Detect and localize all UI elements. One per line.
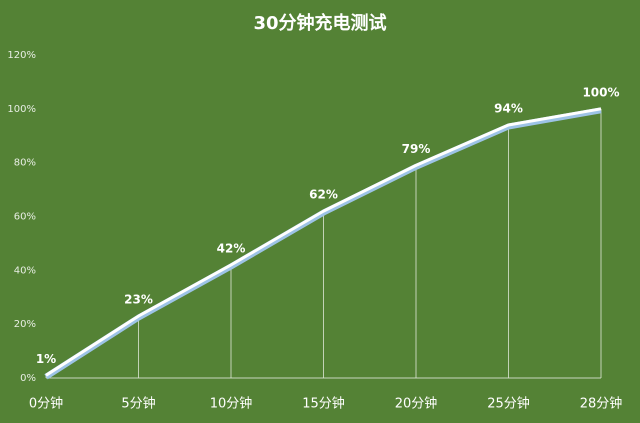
- value-label: 79%: [402, 142, 431, 156]
- value-label: 42%: [217, 241, 246, 255]
- y-tick-label: 120%: [7, 50, 36, 61]
- x-tick-label: 5分钟: [121, 396, 155, 412]
- y-tick-label: 80%: [14, 158, 36, 169]
- y-tick-label: 60%: [14, 212, 36, 223]
- y-tick-label: 40%: [14, 265, 36, 276]
- x-tick-label: 10分钟: [210, 396, 253, 412]
- value-label: 100%: [582, 85, 619, 99]
- value-label: 23%: [124, 293, 153, 307]
- x-tick-label: 28分钟: [580, 396, 623, 412]
- x-tick-label: 0分钟: [29, 396, 63, 412]
- y-tick-label: 100%: [7, 104, 36, 115]
- value-label: 1%: [36, 352, 56, 366]
- value-label: 94%: [494, 101, 523, 115]
- value-label: 62%: [309, 188, 338, 202]
- y-tick-label: 0%: [20, 373, 36, 384]
- line: [45, 107, 602, 377]
- y-tick-label: 20%: [14, 319, 36, 330]
- x-tick-label: 20分钟: [395, 396, 438, 412]
- x-tick-label: 15分钟: [302, 396, 345, 412]
- x-tick-label: 25分钟: [487, 396, 530, 412]
- chart-title: 30分钟充电测试: [253, 12, 386, 34]
